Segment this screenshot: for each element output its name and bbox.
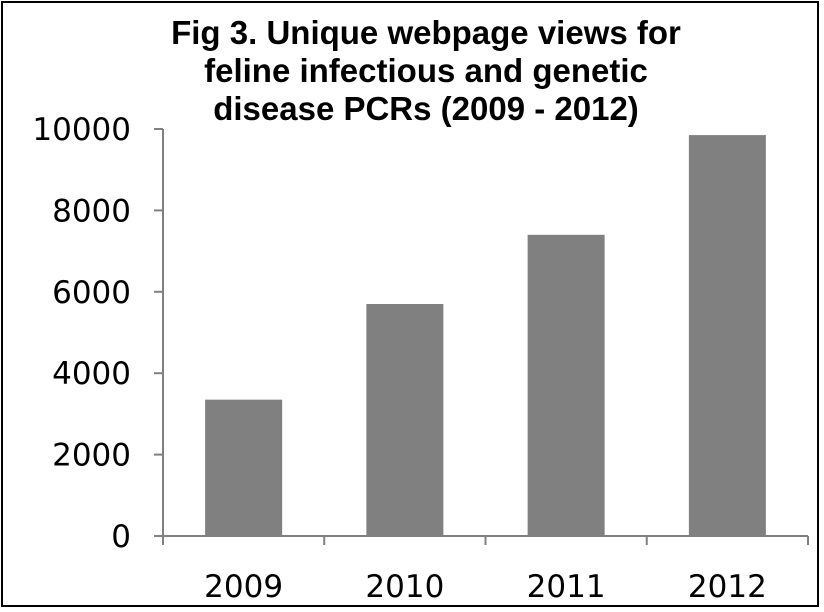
y-tick-labels: 0 2000 4000 6000 8000 10000 — [32, 112, 131, 555]
bars — [205, 135, 766, 537]
x-tick-label: 2012 — [688, 569, 767, 605]
y-tick-label: 4000 — [52, 356, 131, 392]
chart-title-line-1: Fig 3. Unique webpage views for — [171, 14, 681, 51]
bar-2011 — [527, 234, 605, 536]
x-tick-labels: 2009 2010 2011 2012 — [204, 569, 767, 605]
bar-2012 — [688, 135, 766, 537]
axes — [154, 128, 809, 545]
y-tick-label: 6000 — [52, 275, 131, 311]
y-tick-label: 0 — [111, 519, 131, 555]
bar-2010 — [366, 304, 444, 536]
y-tick-label: 8000 — [52, 193, 131, 229]
bar-2009 — [205, 399, 283, 536]
y-tick-label: 2000 — [52, 438, 131, 474]
x-tick-label: 2009 — [204, 569, 283, 605]
chart-title: Fig 3. Unique webpage views for feline i… — [0, 14, 824, 128]
chart-title-line-3: disease PCRs (2009 - 2012) — [213, 90, 639, 127]
x-tick-label: 2011 — [527, 569, 606, 605]
chart-title-line-2: feline infectious and genetic — [204, 52, 648, 89]
x-tick-label: 2010 — [365, 569, 444, 605]
y-tick-label: 10000 — [32, 112, 131, 148]
